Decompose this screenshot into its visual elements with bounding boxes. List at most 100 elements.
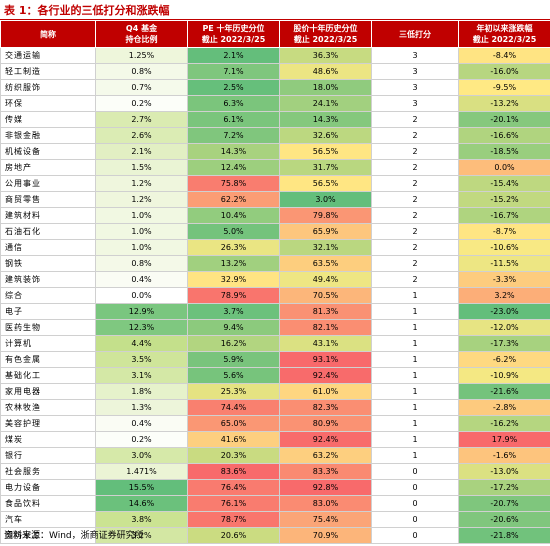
header-pe-percentile: PE 十年历史分位 截止 2022/3/25 bbox=[187, 20, 280, 48]
pe-percentile-cell: 20.6% bbox=[187, 527, 280, 544]
ytd-change-cell: -17.2% bbox=[458, 479, 550, 496]
q4-holding-cell: 1.5% bbox=[95, 159, 188, 176]
price-percentile-cell: 14.3% bbox=[279, 111, 372, 128]
score-cell: 0 bbox=[371, 511, 459, 528]
pe-percentile-cell: 65.0% bbox=[187, 415, 280, 432]
q4-holding-cell: 1.0% bbox=[95, 207, 188, 224]
ytd-change-cell: -2.8% bbox=[458, 399, 550, 416]
price-percentile-cell: 31.7% bbox=[279, 159, 372, 176]
header-score: 三低打分 bbox=[371, 20, 459, 48]
header-name: 简称 bbox=[0, 20, 96, 48]
q4-holding-cell: 4.4% bbox=[95, 335, 188, 352]
score-cell: 0 bbox=[371, 463, 459, 480]
q4-holding-cell: 14.6% bbox=[95, 495, 188, 512]
pe-percentile-cell: 5.0% bbox=[187, 223, 280, 240]
industry-name-cell: 轻工制造 bbox=[0, 63, 96, 80]
q4-holding-cell: 3.1% bbox=[95, 367, 188, 384]
table-row: 商贸零售 1.2% 62.2% 3.0% 2 -15.2% bbox=[0, 191, 550, 208]
price-percentile-cell: 49.4% bbox=[279, 271, 372, 288]
industry-name-cell: 石油石化 bbox=[0, 223, 96, 240]
header-ytd-change: 年初以来涨跌幅 截止 2022/3/25 bbox=[458, 20, 550, 48]
industry-name-cell: 农林牧渔 bbox=[0, 399, 96, 416]
pe-percentile-cell: 2.5% bbox=[187, 79, 280, 96]
table-row: 社会服务 1.471% 83.6% 83.3% 0 -13.0% bbox=[0, 463, 550, 480]
price-percentile-cell: 83.3% bbox=[279, 463, 372, 480]
q4-holding-cell: 3.5% bbox=[95, 351, 188, 368]
pe-percentile-cell: 78.7% bbox=[187, 511, 280, 528]
table-title: 表 1：各行业的三低打分和涨跌幅 bbox=[4, 4, 170, 17]
q4-holding-cell: 3.2% bbox=[95, 527, 188, 544]
ytd-change-cell: -13.2% bbox=[458, 95, 550, 112]
score-cell: 0 bbox=[371, 479, 459, 496]
score-cell: 2 bbox=[371, 111, 459, 128]
industry-name-cell: 煤炭 bbox=[0, 431, 96, 448]
pe-percentile-cell: 5.6% bbox=[187, 367, 280, 384]
score-cell: 1 bbox=[371, 431, 459, 448]
pe-percentile-cell: 76.4% bbox=[187, 479, 280, 496]
score-cell: 2 bbox=[371, 207, 459, 224]
pe-percentile-cell: 32.9% bbox=[187, 271, 280, 288]
q4-holding-cell: 1.8% bbox=[95, 383, 188, 400]
industry-name-cell: 家用电器 bbox=[0, 383, 96, 400]
price-percentile-cell: 80.9% bbox=[279, 415, 372, 432]
price-percentile-cell: 3.0% bbox=[279, 191, 372, 208]
price-percentile-cell: 24.1% bbox=[279, 95, 372, 112]
ytd-change-cell: -15.4% bbox=[458, 175, 550, 192]
score-cell: 1 bbox=[371, 319, 459, 336]
pe-percentile-cell: 9.4% bbox=[187, 319, 280, 336]
ytd-change-cell: -16.2% bbox=[458, 415, 550, 432]
q4-holding-cell: 1.0% bbox=[95, 223, 188, 240]
price-percentile-cell: 75.4% bbox=[279, 511, 372, 528]
q4-holding-cell: 3.8% bbox=[95, 511, 188, 528]
q4-holding-cell: 12.9% bbox=[95, 303, 188, 320]
price-percentile-cell: 83.0% bbox=[279, 495, 372, 512]
pe-percentile-cell: 14.3% bbox=[187, 143, 280, 160]
table-row: 机械设备 2.1% 14.3% 56.5% 2 -18.5% bbox=[0, 143, 550, 160]
table-row: 通信 1.0% 26.3% 32.1% 2 -10.6% bbox=[0, 239, 550, 256]
ytd-change-cell: -3.3% bbox=[458, 271, 550, 288]
price-percentile-cell: 56.5% bbox=[279, 143, 372, 160]
price-percentile-cell: 92.4% bbox=[279, 431, 372, 448]
ytd-change-cell: -13.0% bbox=[458, 463, 550, 480]
score-cell: 3 bbox=[371, 47, 459, 64]
industry-name-cell: 商贸零售 bbox=[0, 191, 96, 208]
ytd-change-cell: -15.2% bbox=[458, 191, 550, 208]
table-row: 计算机 4.4% 16.2% 43.1% 1 -17.3% bbox=[0, 335, 550, 352]
q4-holding-cell: 3.0% bbox=[95, 447, 188, 464]
industry-name-cell: 传媒 bbox=[0, 111, 96, 128]
price-percentile-cell: 79.8% bbox=[279, 207, 372, 224]
price-percentile-cell: 70.9% bbox=[279, 527, 372, 544]
score-cell: 1 bbox=[371, 383, 459, 400]
industry-name-cell: 基础化工 bbox=[0, 367, 96, 384]
pe-percentile-cell: 83.6% bbox=[187, 463, 280, 480]
ytd-change-cell: -12.0% bbox=[458, 319, 550, 336]
ytd-change-cell: -16.7% bbox=[458, 207, 550, 224]
industry-score-table: 简称 Q4 基金 持仓比例 PE 十年历史分位 截止 2022/3/25 股价十年历… bbox=[0, 20, 550, 544]
industry-name-cell: 钢铁 bbox=[0, 255, 96, 272]
price-percentile-cell: 93.1% bbox=[279, 351, 372, 368]
q4-holding-cell: 0.2% bbox=[95, 431, 188, 448]
price-percentile-cell: 32.6% bbox=[279, 127, 372, 144]
table-row: 综合 0.0% 78.9% 70.5% 1 3.2% bbox=[0, 287, 550, 304]
table-row: 美容护理 0.4% 65.0% 80.9% 1 -16.2% bbox=[0, 415, 550, 432]
price-percentile-cell: 63.5% bbox=[279, 255, 372, 272]
industry-name-cell: 电子 bbox=[0, 303, 96, 320]
q4-holding-cell: 2.7% bbox=[95, 111, 188, 128]
q4-holding-cell: 1.2% bbox=[95, 175, 188, 192]
score-cell: 1 bbox=[371, 303, 459, 320]
price-percentile-cell: 48.6% bbox=[279, 63, 372, 80]
q4-holding-cell: 1.2% bbox=[95, 191, 188, 208]
q4-holding-cell: 12.3% bbox=[95, 319, 188, 336]
q4-holding-cell: 2.6% bbox=[95, 127, 188, 144]
header-q4-holding: Q4 基金 持仓比例 bbox=[95, 20, 188, 48]
ytd-change-cell: -16.0% bbox=[458, 63, 550, 80]
ytd-change-cell: -10.9% bbox=[458, 367, 550, 384]
table-row: 公用事业 1.2% 75.8% 56.5% 2 -15.4% bbox=[0, 175, 550, 192]
industry-name-cell: 计算机 bbox=[0, 335, 96, 352]
score-cell: 1 bbox=[371, 399, 459, 416]
pe-percentile-cell: 78.9% bbox=[187, 287, 280, 304]
table-row: 建筑装饰 0.4% 32.9% 49.4% 2 -3.3% bbox=[0, 271, 550, 288]
industry-name-cell: 综合 bbox=[0, 287, 96, 304]
industry-name-cell: 银行 bbox=[0, 447, 96, 464]
ytd-change-cell: -9.5% bbox=[458, 79, 550, 96]
